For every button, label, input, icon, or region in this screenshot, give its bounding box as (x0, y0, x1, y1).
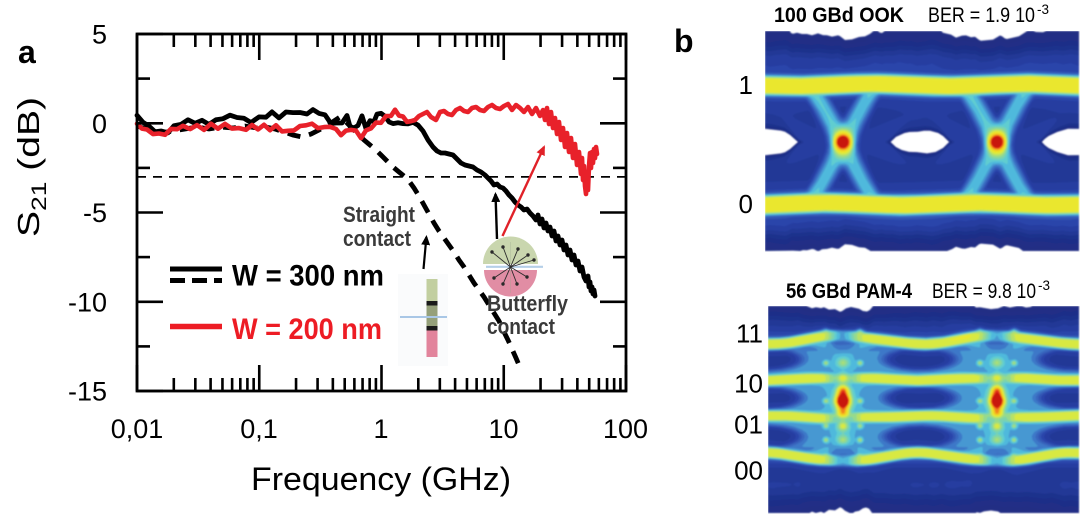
svg-text:Straight: Straight (343, 202, 416, 227)
svg-text:contact: contact (343, 226, 412, 251)
svg-text:00: 00 (734, 456, 763, 486)
svg-text:56 GBd PAM-4: 56 GBd PAM-4 (786, 280, 912, 303)
svg-text:11: 11 (736, 319, 763, 349)
svg-text:a: a (18, 34, 36, 70)
svg-text:-3: -3 (1037, 2, 1049, 17)
svg-text:Butterfly: Butterfly (487, 291, 569, 316)
svg-text:BER = 1.9 10: BER = 1.9 10 (928, 4, 1035, 27)
svg-text:1: 1 (739, 70, 753, 100)
svg-text:contact: contact (487, 314, 556, 339)
svg-text:Frequency (GHz): Frequency (GHz) (251, 461, 511, 497)
svg-text:10: 10 (734, 369, 763, 399)
svg-text:W = 300 nm: W = 300 nm (232, 260, 384, 293)
svg-text:W = 200 nm: W = 200 nm (232, 313, 382, 346)
svg-text:10: 10 (488, 414, 518, 444)
svg-text:S21 (dB): S21 (dB) (11, 97, 51, 237)
svg-text:100: 100 (603, 414, 648, 444)
svg-text:-3: -3 (1038, 278, 1050, 293)
svg-text:0,01: 0,01 (111, 414, 164, 444)
svg-text:BER = 9.8 10: BER = 9.8 10 (932, 280, 1036, 303)
svg-text:01: 01 (734, 410, 763, 440)
svg-text:-15: -15 (68, 377, 107, 407)
svg-text:1: 1 (373, 414, 388, 444)
svg-text:5: 5 (92, 20, 107, 50)
svg-text:100 GBd OOK: 100 GBd OOK (774, 4, 904, 27)
svg-text:0: 0 (92, 109, 107, 139)
svg-text:b: b (674, 23, 694, 59)
svg-text:-10: -10 (68, 287, 107, 317)
svg-text:-5: -5 (83, 198, 107, 228)
svg-text:0: 0 (739, 189, 753, 219)
svg-text:0,1: 0,1 (240, 414, 278, 444)
